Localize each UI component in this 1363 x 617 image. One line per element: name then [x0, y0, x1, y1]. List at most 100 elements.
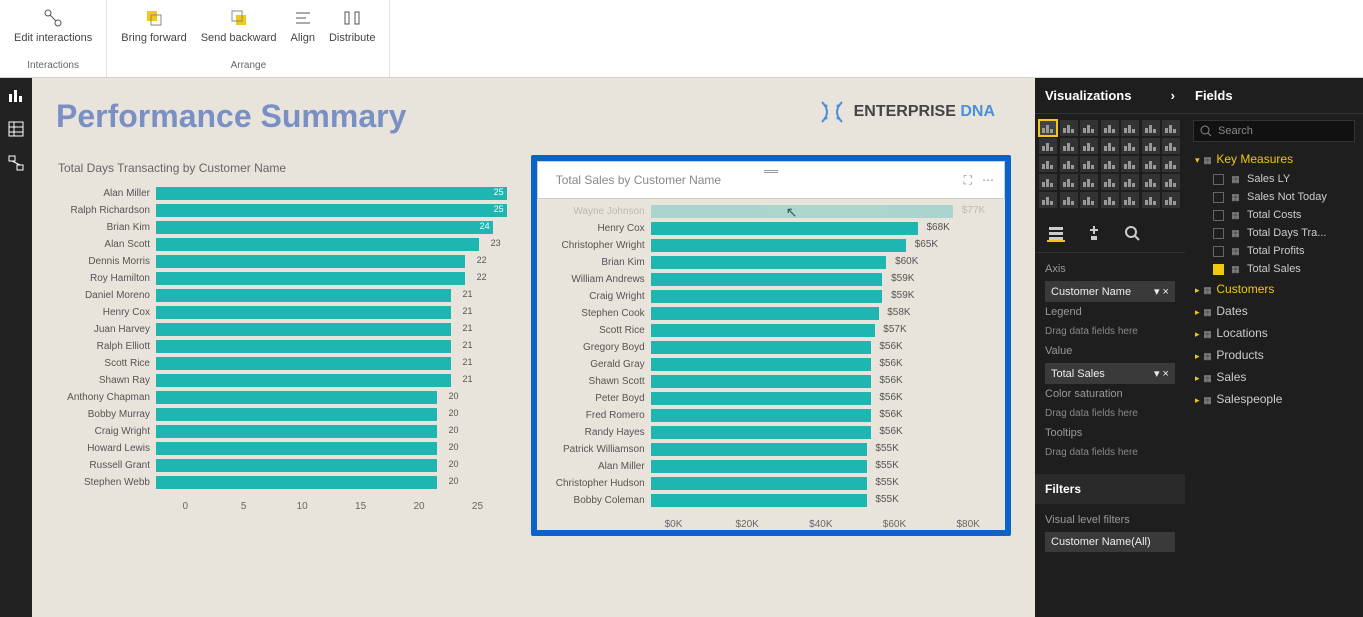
bar-row[interactable]: Ralph Richardson25 — [56, 202, 507, 219]
viz-type-icon[interactable] — [1101, 192, 1119, 208]
viz-type-icon[interactable] — [1162, 156, 1180, 172]
bar-row[interactable]: Scott Rice21 — [56, 355, 507, 372]
fields-tab-icon[interactable] — [1047, 224, 1065, 242]
viz-type-icon[interactable] — [1121, 156, 1139, 172]
bring-forward-button[interactable]: Bring forward — [115, 4, 192, 46]
tooltips-drop-zone[interactable]: Drag data fields here — [1045, 443, 1175, 462]
data-view-icon[interactable] — [7, 120, 25, 138]
distribute-button[interactable]: Distribute — [323, 4, 381, 46]
bar-row[interactable]: Gerald Gray$56K — [541, 356, 965, 373]
bar-row[interactable]: Bobby Coleman$55K — [541, 492, 965, 509]
bar-row[interactable]: Daniel Moreno21 — [56, 287, 507, 304]
format-tab-icon[interactable] — [1085, 224, 1103, 242]
table-group[interactable]: ▦ Products — [1185, 344, 1363, 366]
bar-row[interactable]: Craig Wright$59K — [541, 288, 965, 305]
bar-row[interactable]: Russell Grant20 — [56, 457, 507, 474]
bar-row[interactable]: Scott Rice$57K — [541, 322, 965, 339]
field-item[interactable]: ▦Sales Not Today — [1185, 188, 1363, 206]
viz-type-icon[interactable] — [1142, 192, 1160, 208]
bar-row[interactable]: Stephen Webb20 — [56, 474, 507, 491]
checkbox-icon[interactable] — [1213, 192, 1224, 203]
table-group[interactable]: ▦ Key Measures — [1185, 148, 1363, 170]
viz-type-icon[interactable] — [1101, 120, 1119, 136]
viz-type-icon[interactable] — [1080, 192, 1098, 208]
bar-row[interactable]: Henry Cox$68K — [541, 220, 965, 237]
bar-row[interactable]: Bobby Murray20 — [56, 406, 507, 423]
edit-interactions-button[interactable]: Edit interactions — [8, 4, 98, 46]
bar-row[interactable]: Wayne Johnson$77K — [541, 203, 965, 220]
field-item[interactable]: ▦Total Sales — [1185, 260, 1363, 278]
table-group[interactable]: ▦ Sales — [1185, 366, 1363, 388]
bar-row[interactable]: Juan Harvey21 — [56, 321, 507, 338]
viz-type-icon[interactable] — [1060, 174, 1078, 190]
viz-type-icon[interactable] — [1162, 138, 1180, 154]
more-options-icon[interactable]: ⋯ — [982, 173, 994, 188]
viz-type-icon[interactable] — [1080, 138, 1098, 154]
viz-type-icon[interactable] — [1080, 174, 1098, 190]
chart-total-sales-selected[interactable]: Total Sales by Customer Name ↖ ⛶ ⋯ Wayne… — [531, 155, 1011, 536]
send-backward-button[interactable]: Send backward — [195, 4, 283, 46]
report-canvas[interactable]: Performance Summary ENTERPRISE DNA Total… — [32, 78, 1035, 617]
bar-row[interactable]: Randy Hayes$56K — [541, 424, 965, 441]
viz-type-icon[interactable] — [1142, 174, 1160, 190]
bar-row[interactable]: Shawn Ray21 — [56, 372, 507, 389]
saturation-drop-zone[interactable]: Drag data fields here — [1045, 404, 1175, 423]
viz-type-icon[interactable] — [1162, 192, 1180, 208]
bar-row[interactable]: Fred Romero$56K — [541, 407, 965, 424]
bar-row[interactable]: Alan Miller$55K — [541, 458, 965, 475]
bar-row[interactable]: Dennis Morris22 — [56, 253, 507, 270]
focus-mode-icon[interactable]: ⛶ — [964, 173, 972, 188]
drag-handle-icon[interactable] — [764, 170, 778, 173]
viz-type-icon[interactable] — [1121, 138, 1139, 154]
viz-type-icon[interactable] — [1121, 120, 1139, 136]
table-group[interactable]: ▦ Locations — [1185, 322, 1363, 344]
table-group[interactable]: ▦ Salespeople — [1185, 388, 1363, 410]
bar-row[interactable]: Christopher Hudson$55K — [541, 475, 965, 492]
field-item[interactable]: ▦Total Profits — [1185, 242, 1363, 260]
bar-row[interactable]: Shawn Scott$56K — [541, 373, 965, 390]
chevron-right-icon[interactable]: › — [1171, 88, 1175, 103]
viz-type-icon[interactable] — [1162, 174, 1180, 190]
viz-type-icon[interactable] — [1142, 156, 1160, 172]
viz-type-icon[interactable] — [1060, 156, 1078, 172]
bar-row[interactable]: William Andrews$59K — [541, 271, 965, 288]
viz-type-icon[interactable] — [1060, 120, 1078, 136]
viz-type-icon[interactable] — [1060, 192, 1078, 208]
bar-row[interactable]: Alan Miller25 — [56, 185, 507, 202]
viz-type-icon[interactable] — [1060, 138, 1078, 154]
bar-row[interactable]: Brian Kim$60K — [541, 254, 965, 271]
checkbox-icon[interactable] — [1213, 228, 1224, 239]
table-group[interactable]: ▦ Customers — [1185, 278, 1363, 300]
viz-type-icon[interactable] — [1039, 138, 1057, 154]
bar-row[interactable]: Ralph Elliott21 — [56, 338, 507, 355]
table-group[interactable]: ▦ Dates — [1185, 300, 1363, 322]
bar-row[interactable]: Brian Kim24 — [56, 219, 507, 236]
analytics-tab-icon[interactable] — [1123, 224, 1141, 242]
field-item[interactable]: ▦Sales LY — [1185, 170, 1363, 188]
viz-type-icon[interactable] — [1101, 138, 1119, 154]
viz-type-icon[interactable] — [1142, 120, 1160, 136]
checkbox-icon[interactable] — [1213, 264, 1224, 275]
viz-type-icon[interactable] — [1121, 192, 1139, 208]
viz-type-icon[interactable] — [1080, 156, 1098, 172]
checkbox-icon[interactable] — [1213, 246, 1224, 257]
bar-row[interactable]: Stephen Cook$58K — [541, 305, 965, 322]
viz-type-icon[interactable] — [1121, 174, 1139, 190]
bar-row[interactable]: Gregory Boyd$56K — [541, 339, 965, 356]
bar-row[interactable]: Peter Boyd$56K — [541, 390, 965, 407]
bar-row[interactable]: Craig Wright20 — [56, 423, 507, 440]
fields-search-input[interactable]: Search — [1193, 120, 1355, 142]
chart-days-transacting[interactable]: Total Days Transacting by Customer Name … — [56, 155, 507, 536]
align-button[interactable]: Align — [285, 4, 321, 46]
viz-type-icon[interactable] — [1039, 174, 1057, 190]
bar-row[interactable]: Christopher Wright$65K — [541, 237, 965, 254]
bar-row[interactable]: Howard Lewis20 — [56, 440, 507, 457]
viz-type-icon[interactable] — [1080, 120, 1098, 136]
viz-type-icon[interactable] — [1142, 138, 1160, 154]
viz-type-icon[interactable] — [1039, 156, 1057, 172]
bar-row[interactable]: Roy Hamilton22 — [56, 270, 507, 287]
field-item[interactable]: ▦Total Costs — [1185, 206, 1363, 224]
bar-row[interactable]: Patrick Williamson$55K — [541, 441, 965, 458]
axis-field-pill[interactable]: Customer Name▾ × — [1045, 281, 1175, 302]
bar-row[interactable]: Alan Scott23 — [56, 236, 507, 253]
